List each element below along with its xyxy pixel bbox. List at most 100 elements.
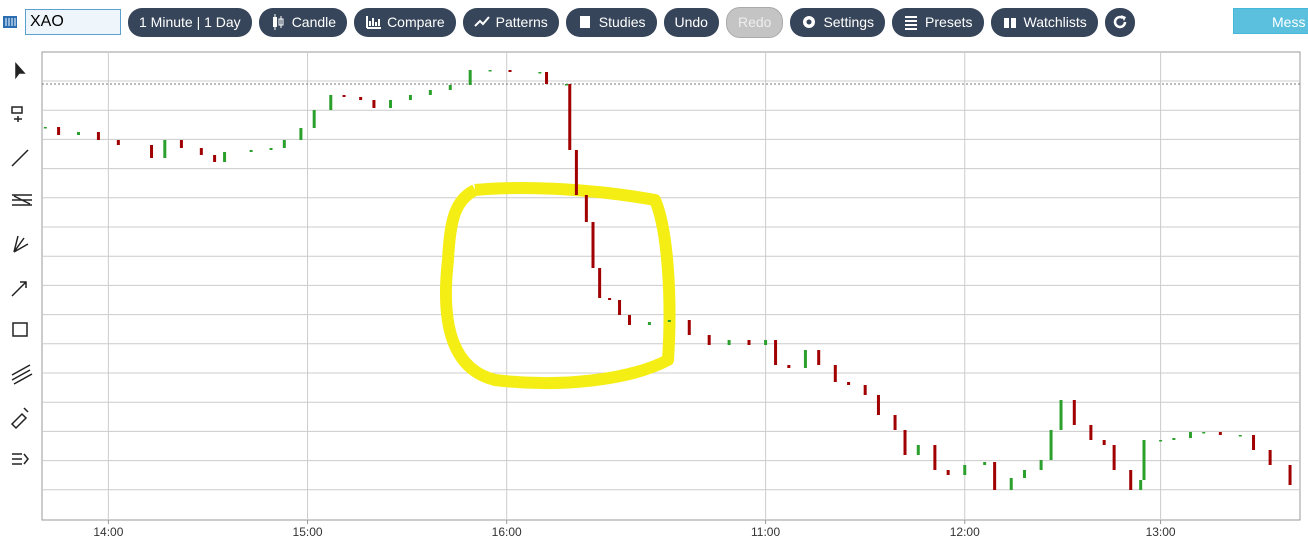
x-tick-label: 16:00 (492, 525, 522, 536)
candle (213, 155, 217, 162)
candle (863, 385, 867, 395)
candle (764, 340, 768, 345)
candle (389, 100, 393, 108)
grid (42, 52, 1300, 520)
candle (747, 340, 751, 345)
button-icon (579, 16, 590, 28)
highlight-annotation (439, 182, 676, 390)
button-label: 1 Minute | 1 Day (139, 14, 241, 30)
candle (584, 195, 588, 222)
candle (803, 350, 807, 368)
candle (1142, 440, 1146, 480)
refresh-button[interactable] (1104, 7, 1135, 37)
button-label: Presets (925, 14, 973, 30)
candle (299, 128, 303, 140)
button-label: Studies (598, 14, 646, 30)
button-icon (803, 16, 816, 28)
candle (1188, 432, 1192, 438)
candle (847, 382, 851, 385)
candle (564, 84, 568, 86)
candle (508, 70, 512, 72)
candle (468, 70, 472, 85)
candle (963, 465, 967, 475)
candle (1172, 438, 1176, 440)
button-icon (905, 16, 918, 30)
candle (77, 132, 81, 135)
candle (946, 470, 950, 475)
candle (342, 95, 346, 97)
candle (833, 365, 837, 382)
toolbar-button[interactable]: Patterns (462, 7, 559, 37)
candle (568, 84, 572, 150)
candle (96, 132, 100, 140)
candle (199, 148, 203, 155)
messages-button[interactable]: Mess (1233, 8, 1308, 34)
candle (249, 150, 253, 152)
x-tick-label: 14:00 (93, 525, 123, 536)
candle (787, 365, 791, 368)
candle (817, 350, 821, 365)
button-icon (1113, 15, 1127, 29)
candle (428, 90, 432, 95)
candle (372, 100, 376, 108)
candle (223, 152, 227, 162)
candle (774, 340, 778, 365)
candle (538, 72, 542, 74)
candle (57, 127, 61, 135)
candle (163, 140, 167, 158)
candle (1009, 478, 1013, 490)
toolbar-button[interactable]: Compare (354, 7, 456, 37)
candle (687, 320, 691, 335)
candle (707, 335, 711, 345)
button-label: Compare (387, 14, 445, 30)
candle (893, 415, 897, 430)
candle (1218, 432, 1222, 435)
button-label: Redo (737, 14, 772, 30)
candle (1089, 425, 1093, 440)
toolbar-button[interactable]: Presets (892, 7, 984, 37)
toolbar-button[interactable]: 1 Minute | 1 Day (128, 7, 252, 37)
button-icon (272, 14, 284, 30)
candle (1129, 470, 1133, 490)
candle (116, 140, 120, 145)
candle (179, 140, 183, 148)
candle (1059, 400, 1063, 430)
candle (1039, 460, 1043, 470)
candle (598, 268, 602, 298)
toolbar-button[interactable]: Studies (565, 7, 657, 37)
candle (903, 430, 907, 455)
button-label: Settings (823, 14, 875, 30)
button-label: Patterns (495, 14, 548, 30)
candle (1102, 440, 1106, 445)
toolbar-button[interactable]: Watchlists (990, 7, 1098, 37)
candle (1202, 432, 1206, 434)
candle (1288, 465, 1292, 485)
candle (574, 150, 578, 195)
candle (628, 315, 632, 325)
candle (282, 140, 286, 148)
app-icon (3, 16, 17, 28)
candle (1238, 435, 1242, 437)
button-label: Watchlists (1023, 14, 1087, 30)
toolbar-button[interactable]: Redo (725, 6, 784, 38)
candle (448, 85, 452, 90)
candle (1268, 450, 1272, 465)
candle (1112, 445, 1116, 470)
toolbar-button[interactable]: Settings (790, 7, 886, 37)
candle (329, 95, 333, 110)
plot-frame (41, 51, 1301, 521)
candle (591, 222, 595, 268)
left-tools (10, 62, 33, 465)
button-label: Undo (674, 14, 708, 30)
candle (1252, 435, 1256, 450)
candle (727, 340, 731, 345)
candle (618, 300, 622, 315)
candle (916, 445, 920, 455)
symbol-input[interactable]: XAO (25, 9, 121, 35)
toolbar-button[interactable]: Undo (663, 7, 719, 37)
toolbar-button[interactable]: Candle (258, 7, 348, 37)
candle (608, 298, 612, 300)
candle (269, 148, 273, 150)
candle (359, 97, 363, 100)
